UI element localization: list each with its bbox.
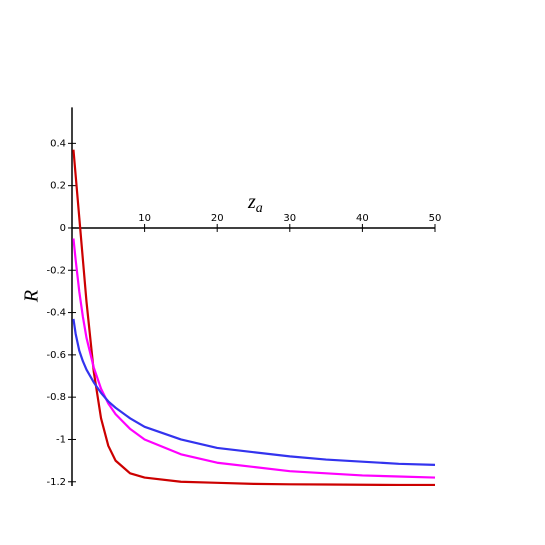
x-tick-label: 40 — [356, 213, 369, 224]
y-tick-label: -0.4 — [46, 308, 66, 319]
series-line — [72, 149, 435, 487]
y-tick-label: 0 — [60, 223, 66, 234]
x-tick-label: 10 — [138, 213, 151, 224]
x-tick-label: 50 — [429, 213, 442, 224]
x-axis-label-base: z — [247, 191, 256, 213]
y-tick-label: -0.2 — [46, 265, 66, 276]
y-tick-label: -1 — [56, 434, 66, 445]
x-axis-label-subscript: a — [256, 201, 263, 216]
y-tick-label: 0.2 — [50, 181, 66, 192]
y-tick-label: -1.2 — [46, 477, 66, 488]
x-tick-label: 30 — [283, 213, 296, 224]
series-line — [72, 238, 436, 479]
y-tick-label: -0.8 — [46, 392, 66, 403]
x-tick-label: 20 — [211, 213, 224, 224]
y-tick-label: 0.4 — [50, 138, 66, 149]
series-line — [72, 318, 436, 466]
y-tick-label: -0.6 — [46, 350, 66, 361]
y-axis-label: R — [21, 290, 43, 303]
x-axis-label: za — [247, 191, 263, 217]
